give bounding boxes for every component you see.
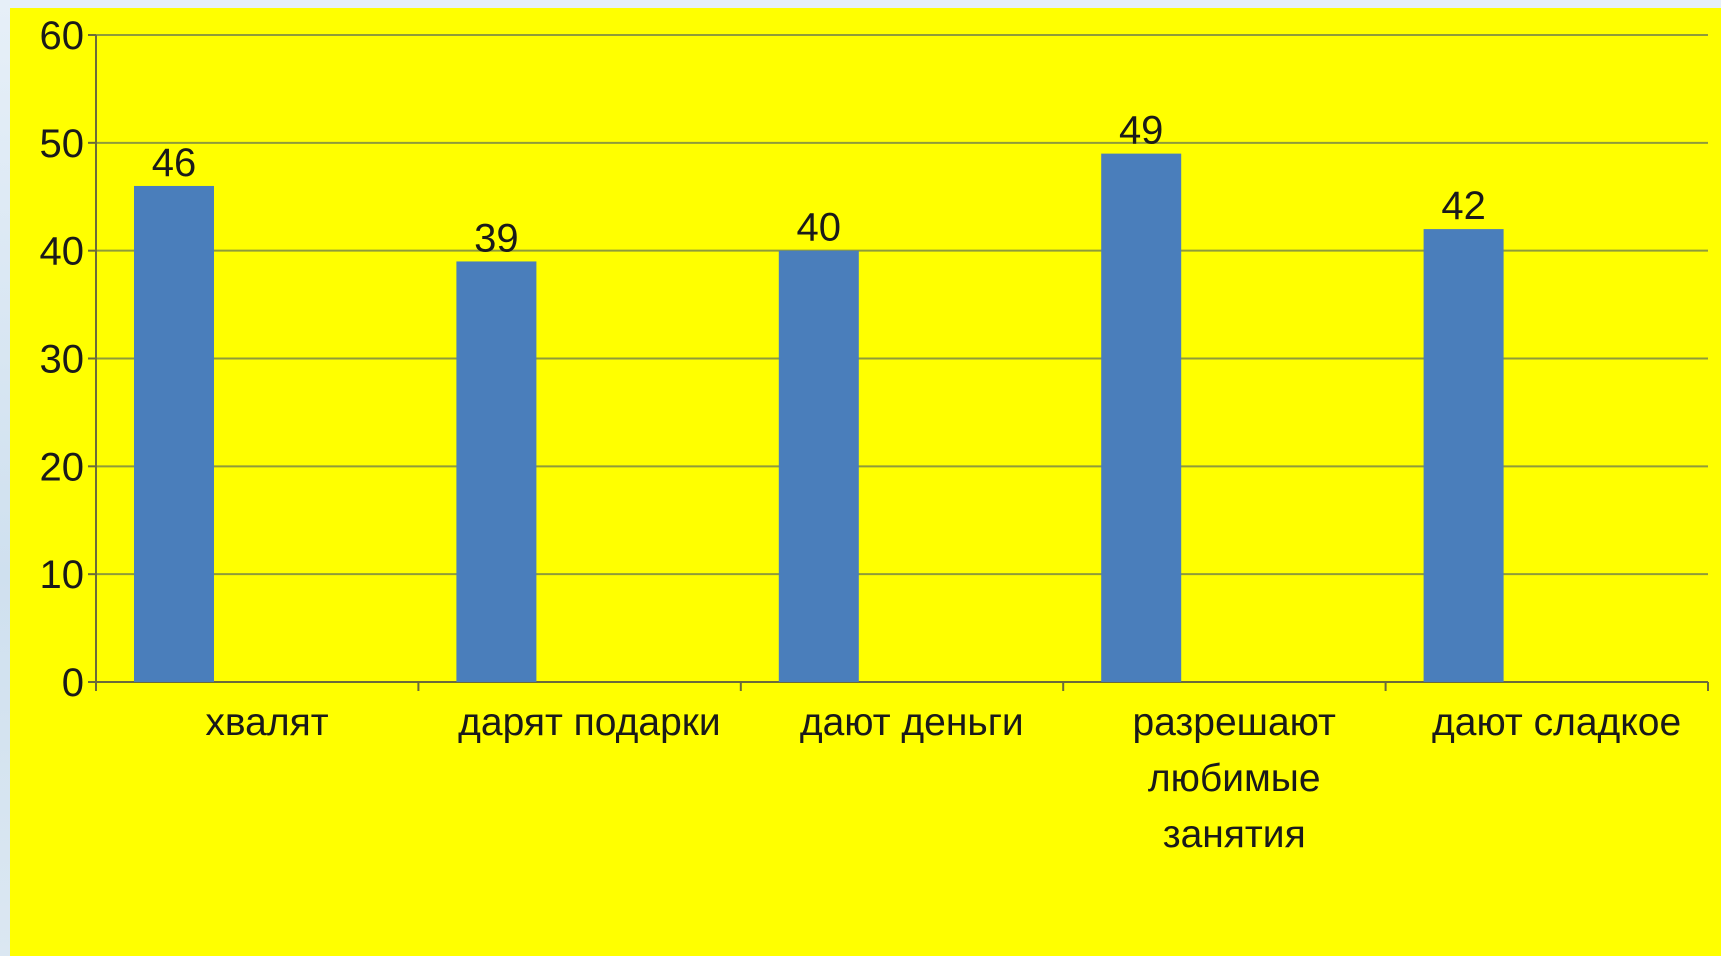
y-axis-tick-labels: 0 10 20 30 40 50 60	[40, 14, 85, 705]
bar-chart: 0 10 20 30 40 50 60 46 39 40 49 42 хвалят дарят под…	[40, 14, 1709, 856]
category-label: занятия	[1163, 813, 1306, 856]
bar	[456, 261, 537, 682]
data-label: 46	[152, 141, 197, 185]
y-tick-label: 10	[40, 553, 85, 597]
category-label: любимые	[1148, 757, 1321, 800]
data-labels: 46 39 40 49 42	[152, 109, 1486, 261]
category-label: дают деньги	[800, 701, 1024, 744]
bars	[134, 153, 1504, 682]
category-label: дают сладкое	[1432, 701, 1681, 744]
y-tick-label: 0	[62, 661, 84, 705]
y-tick-label: 40	[40, 230, 85, 274]
y-tick-label: 20	[40, 445, 85, 489]
y-tick-label: 30	[40, 338, 85, 382]
bar-chart-panel: 0 10 20 30 40 50 60 46 39 40 49 42 хвалят дарят под…	[10, 8, 1721, 956]
bar	[1423, 229, 1504, 682]
bar	[778, 250, 859, 682]
data-label: 49	[1119, 109, 1164, 153]
y-tick-label: 60	[40, 14, 85, 58]
gridlines	[96, 34, 1708, 576]
bar	[134, 185, 214, 682]
y-tick-label: 50	[40, 122, 85, 166]
category-label: хвалят	[205, 701, 328, 744]
x-axis-category-labels: хвалят дарят подарки дают деньги разрешают л…	[205, 701, 1681, 856]
bar	[1101, 153, 1182, 682]
data-label: 39	[474, 216, 519, 260]
data-label: 40	[797, 206, 842, 250]
category-label: дарят подарки	[458, 701, 720, 744]
data-label: 42	[1441, 184, 1486, 228]
category-label: разрешают	[1132, 701, 1336, 744]
